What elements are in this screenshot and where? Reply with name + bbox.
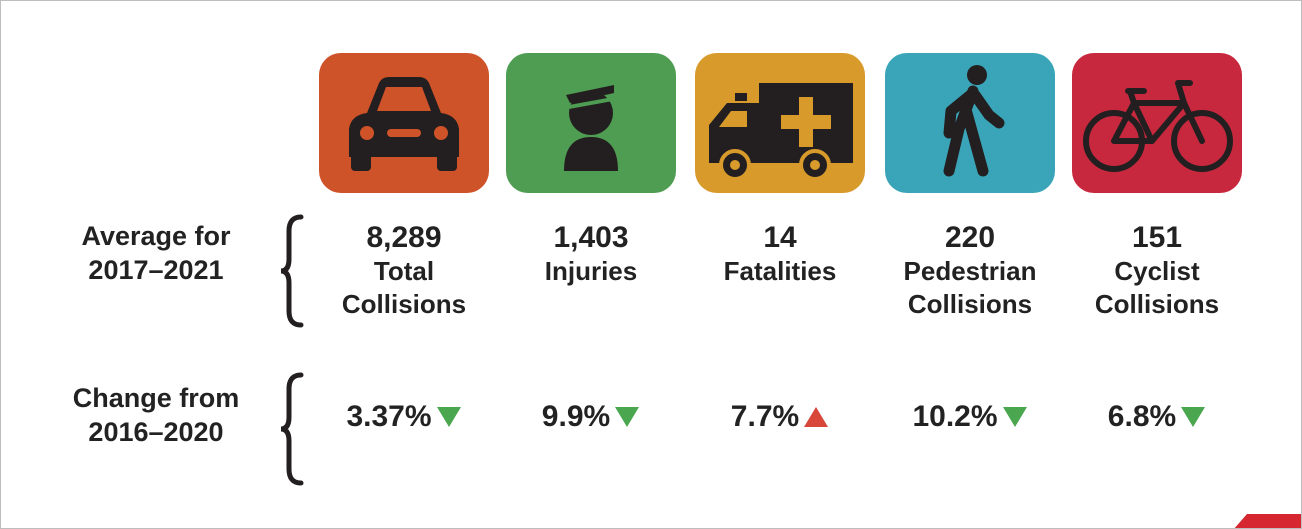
- change-text: 10.2%: [912, 400, 998, 433]
- change: 10.2%: [877, 399, 1063, 435]
- bicycle-icon: [1083, 80, 1233, 172]
- change: 7.7%: [687, 399, 873, 435]
- arrow-shape: [1002, 407, 1027, 427]
- row-label: Change from 2016–2020: [72, 383, 240, 447]
- bicycle-tile: [1072, 53, 1242, 193]
- stat-value: 14: [763, 221, 797, 254]
- change: 3.37%: [311, 399, 497, 435]
- change: 6.8%: [1064, 399, 1250, 435]
- brace: [280, 214, 304, 328]
- stat-label: Fatalities: [723, 256, 837, 286]
- stat: 1,403 Injuries: [498, 221, 684, 288]
- change: 9.9%: [498, 399, 684, 435]
- change-value: 3.37%: [346, 399, 461, 435]
- stat-label: Injuries: [544, 256, 638, 286]
- stat-label: Cyclist Collisions: [1094, 256, 1220, 319]
- change-text: 9.9%: [541, 400, 611, 433]
- pedestrian-icon: [943, 65, 1005, 177]
- change-arrow: [615, 407, 640, 427]
- change-value: 9.9%: [542, 399, 640, 435]
- stat-value: 220: [944, 221, 996, 254]
- stat: 14 Fatalities: [687, 221, 873, 288]
- arrow-shape: [804, 407, 829, 427]
- corner-accent: [1234, 514, 1301, 528]
- change-value: 7.7%: [731, 399, 829, 435]
- injury-tile: [506, 53, 676, 193]
- ambulance-icon: [709, 83, 853, 181]
- injury-icon: [564, 85, 618, 171]
- stat-value: 8,289: [366, 221, 442, 254]
- row-label: Average for 2017–2021: [81, 221, 231, 285]
- ambulance-tile: [695, 53, 865, 193]
- stat-value: 151: [1131, 221, 1183, 254]
- change-arrow: [1181, 407, 1206, 427]
- change-arrow: [436, 407, 461, 427]
- stat-value: 1,403: [553, 221, 629, 254]
- stat: 8,289 Total Collisions: [311, 221, 497, 321]
- stat: 151 Cyclist Collisions: [1064, 221, 1250, 321]
- arrow-shape: [615, 407, 640, 427]
- change-text: 3.37%: [346, 400, 432, 433]
- brace: [280, 372, 304, 486]
- car-icon: [349, 77, 459, 171]
- car-tile: [319, 53, 489, 193]
- arrow-shape: [436, 407, 461, 427]
- change-text: 7.7%: [730, 400, 800, 433]
- change-arrow: [1002, 407, 1027, 427]
- change-text: 6.8%: [1107, 400, 1177, 433]
- change-arrow: [804, 407, 829, 427]
- stat: 220 Pedestrian Collisions: [877, 221, 1063, 321]
- change-value: 10.2%: [912, 399, 1027, 435]
- change-value: 6.8%: [1108, 399, 1206, 435]
- stat-label: Total Collisions: [341, 256, 467, 319]
- stat-label: Pedestrian Collisions: [903, 256, 1037, 319]
- arrow-shape: [1181, 407, 1206, 427]
- pedestrian-tile: [885, 53, 1055, 193]
